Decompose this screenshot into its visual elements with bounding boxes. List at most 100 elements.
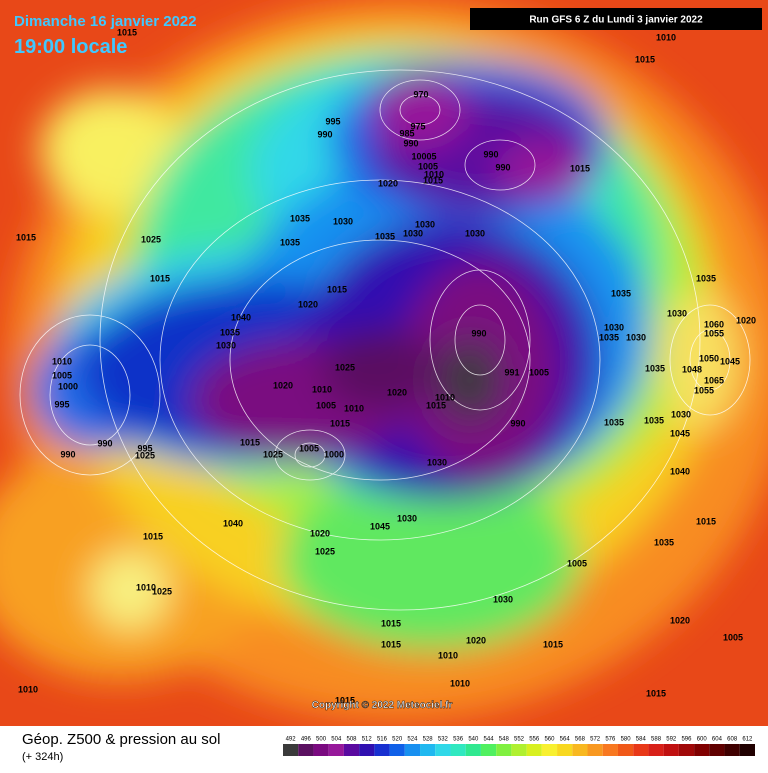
pressure-label: 1030 xyxy=(415,219,435,229)
pressure-label: 975 xyxy=(410,121,425,131)
pressure-label: 1025 xyxy=(263,449,283,459)
pressure-label: 1035 xyxy=(696,273,716,283)
pressure-label: 990 xyxy=(471,328,486,338)
scale-swatch xyxy=(465,744,481,756)
scale-swatch xyxy=(480,744,497,756)
pressure-label: 1010 xyxy=(52,356,72,366)
pressure-label: 1030 xyxy=(671,409,691,419)
pressure-label: 1045 xyxy=(720,356,740,366)
pressure-label: 985 xyxy=(399,128,414,138)
isobar xyxy=(454,304,506,376)
pressure-label: 1030 xyxy=(626,332,646,342)
scale-label: 504 xyxy=(331,737,342,743)
pressure-label: 1015 xyxy=(117,27,137,37)
isobar xyxy=(99,69,701,611)
footer-lead: (+ 324h) xyxy=(22,751,63,763)
scale-swatch xyxy=(617,744,634,756)
pressure-label: 1035 xyxy=(290,213,310,223)
isobar xyxy=(19,314,161,476)
pressure-label: 1045 xyxy=(370,521,390,531)
pressure-label: 1030 xyxy=(465,228,485,238)
scale-label: 560 xyxy=(544,737,555,743)
pressure-label: 1015 xyxy=(381,639,401,649)
scale-label: 608 xyxy=(727,737,738,743)
color-scale: 492 496 500 504 508 512 516 520 524 528 532 536 540 5… xyxy=(283,737,755,756)
scale-label: 576 xyxy=(605,737,616,743)
scale-label: 552 xyxy=(514,737,525,743)
pressure-label: 1035 xyxy=(645,363,665,373)
pressure-label: 1030 xyxy=(493,594,513,604)
pressure-label: 1035 xyxy=(654,537,674,547)
pressure-label: 1005 xyxy=(723,632,743,642)
pressure-label: 1020 xyxy=(670,615,690,625)
scale-swatch xyxy=(724,744,740,756)
scale-label: 584 xyxy=(636,737,647,743)
pressure-label: 1030 xyxy=(333,216,353,226)
pressure-label: 1055 xyxy=(694,385,714,395)
scale-label: 528 xyxy=(423,737,434,743)
scale-label: 496 xyxy=(301,737,312,743)
pressure-label: 1010 xyxy=(136,582,156,592)
pressure-label: 1010 xyxy=(312,384,332,394)
scale-label: 596 xyxy=(681,737,692,743)
height-blob xyxy=(320,330,440,410)
scale-label: 540 xyxy=(468,737,479,743)
pressure-label: 1055 xyxy=(704,328,724,338)
pressure-label: 1035 xyxy=(220,327,240,337)
pressure-label: 1060 xyxy=(704,319,724,329)
pressure-label: 1005 xyxy=(418,161,438,171)
scale-swatch xyxy=(496,744,512,756)
scale-swatch xyxy=(678,744,695,756)
pressure-label: 990 xyxy=(495,162,510,172)
scale-swatch xyxy=(435,744,451,756)
pressure-label: 1030 xyxy=(427,457,447,467)
isobar xyxy=(159,179,601,541)
footer-title: Géop. Z500 & pression au sol xyxy=(22,731,220,748)
pressure-label: 1045 xyxy=(670,428,690,438)
scale-label: 544 xyxy=(484,737,495,743)
time-title: 19:00 locale xyxy=(14,36,127,58)
pressure-label: 990 xyxy=(317,129,332,139)
pressure-label: 1050 xyxy=(699,353,719,363)
scale-swatch xyxy=(298,744,314,756)
pressure-label: 1035 xyxy=(604,417,624,427)
pressure-label: 1005 xyxy=(52,370,72,380)
isobar xyxy=(379,79,461,141)
scale-swatch xyxy=(648,744,664,756)
pressure-label: 1015 xyxy=(646,688,666,698)
pressure-label: 1010 xyxy=(344,403,364,413)
scale-label: 548 xyxy=(499,737,510,743)
pressure-label: 990 xyxy=(97,438,112,448)
pressure-label: 10005 xyxy=(411,151,436,161)
pressure-label: 990 xyxy=(510,418,525,428)
height-blob xyxy=(370,70,470,150)
isobar xyxy=(464,139,536,191)
pressure-label: 1030 xyxy=(667,308,687,318)
isobar xyxy=(229,239,531,481)
scale-label: 604 xyxy=(712,737,723,743)
pressure-label: 1035 xyxy=(280,237,300,247)
pressure-label: 1030 xyxy=(403,228,423,238)
pressure-label: 1010 xyxy=(18,684,38,694)
scale-swatch xyxy=(739,744,755,756)
copyright: Copyright © 2022 Meteociel.fr xyxy=(312,700,453,711)
pressure-label: 1005 xyxy=(299,443,319,453)
scale-label: 556 xyxy=(529,737,540,743)
scale-swatch xyxy=(374,744,390,756)
pressure-label: 995 xyxy=(325,116,340,126)
pressure-label: 1005 xyxy=(567,558,587,568)
pressure-label: 995 xyxy=(54,399,69,409)
run-info: Run GFS 6 Z du Lundi 3 janvier 2022 xyxy=(529,15,703,26)
scale-label: 508 xyxy=(347,737,358,743)
pressure-label: 1040 xyxy=(231,312,251,322)
pressure-label: 1035 xyxy=(611,288,631,298)
pressure-label: 1020 xyxy=(378,178,398,188)
scale-swatch xyxy=(511,744,527,756)
scale-label: 588 xyxy=(651,737,662,743)
scale-swatch xyxy=(313,744,329,756)
scale-swatch xyxy=(663,744,679,756)
scale-label: 580 xyxy=(621,737,632,743)
scale-swatch xyxy=(541,744,558,756)
pressure-label: 1015 xyxy=(696,516,716,526)
pressure-label: 1035 xyxy=(599,332,619,342)
